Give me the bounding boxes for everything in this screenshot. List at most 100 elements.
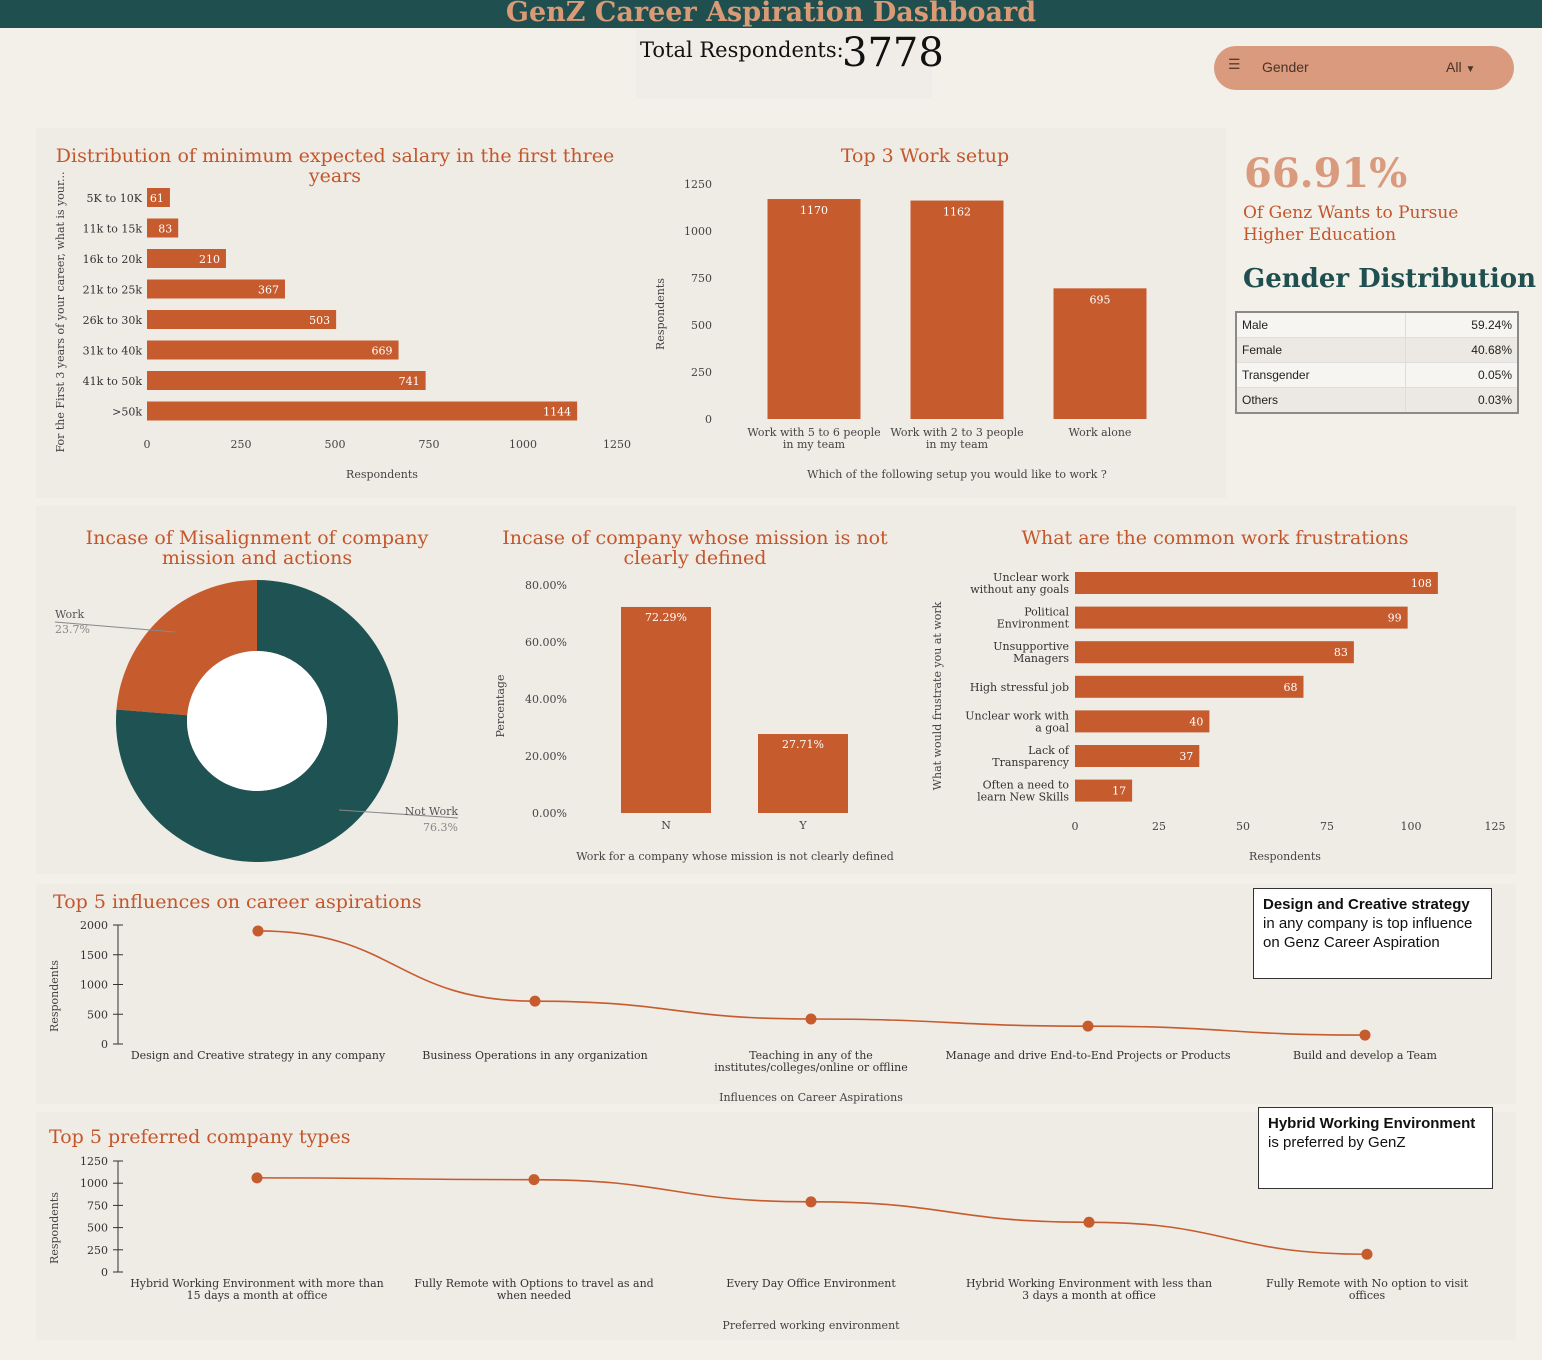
setup-bar <box>910 200 1004 419</box>
company-category-label-line: Fully Remote with Options to travel as a… <box>414 1277 653 1290</box>
frustration-category-label: Unclear work without any goals <box>970 571 1069 596</box>
salary-bar <box>147 249 226 268</box>
salary-category-label: >50k <box>112 406 142 419</box>
chevron-down-icon: ▼ <box>1465 64 1476 75</box>
donut-leader-line <box>338 809 459 819</box>
company-y-tick: 500 <box>87 1222 108 1235</box>
donut-value-work: 23.7% <box>55 623 90 636</box>
mission-y-tick: 0.00% <box>532 807 567 820</box>
frustration-category-label-line: High stressful job <box>970 681 1069 694</box>
table-row: Female 40.68% <box>1236 337 1518 363</box>
influence-x-axis-label: Influences on Career Aspirations <box>719 1091 903 1104</box>
company-category-label-line: Hybrid Working Environment with less tha… <box>966 1277 1212 1290</box>
influence-category-label-line: Teaching in any of the <box>749 1049 873 1062</box>
donut-label-work: Work <box>55 608 84 621</box>
salary-data-label: 741 <box>399 375 420 388</box>
company-y-axis-label: Respondents <box>48 1192 61 1264</box>
influence-insight-bold: Design and Creative strategy <box>1263 896 1470 913</box>
mission-chart: 0.00% 20.00% 40.00% 60.00% 80.00% 72.29% N 27.7… <box>494 579 894 863</box>
influence-y-tick: 1500 <box>80 949 108 962</box>
frustration-x-tick: 50 <box>1236 820 1250 833</box>
mission-bar <box>758 734 848 813</box>
frustration-category-label-line: without any goals <box>970 583 1069 596</box>
influence-y-axis-label: Respondents <box>48 960 61 1032</box>
setup-category-label: Work with 2 to 3 people in my team <box>890 426 1023 451</box>
influence-category-label: Teaching in any of the institutes/college… <box>714 1049 907 1074</box>
influence-category-label-line: Manage and drive End-to-End Projects or … <box>946 1049 1231 1062</box>
frustration-data-label: 99 <box>1388 612 1402 625</box>
company-category-label: Every Day Office Environment <box>726 1277 896 1290</box>
company-category-label-line: Hybrid Working Environment with more tha… <box>130 1277 384 1290</box>
salary-data-label: 1144 <box>543 406 571 419</box>
frustration-data-label: 83 <box>1334 646 1348 659</box>
higher-education-kpi-value: 66.91% <box>1244 150 1408 197</box>
frustration-category-label-line: Often a need to <box>983 779 1070 792</box>
donut-slice <box>116 580 258 716</box>
frustration-data-label: 108 <box>1411 577 1432 590</box>
frustration-x-tick: 75 <box>1320 820 1334 833</box>
salary-category-label: 26k to 30k <box>83 314 143 327</box>
setup-y-tick: 1250 <box>684 178 712 191</box>
gender-label: Transgender <box>1236 362 1406 388</box>
frustration-category-label-line: a goal <box>1035 721 1069 734</box>
setup-chart-title: Top 3 Work setup <box>840 145 1010 167</box>
mission-data-label: 72.29% <box>645 611 687 624</box>
setup-bar <box>1053 288 1147 419</box>
mission-bar <box>621 606 711 813</box>
mission-x-axis-label: Work for a company whose mission is not … <box>576 850 894 863</box>
frustration-bar <box>1075 710 1210 733</box>
influence-y-tick: 2000 <box>80 919 108 932</box>
mission-y-tick: 40.00% <box>525 693 567 706</box>
setup-category-label-line: Work with 5 to 6 people <box>747 426 880 439</box>
setup-y-tick: 250 <box>691 366 712 379</box>
frustration-data-label: 17 <box>1112 785 1126 798</box>
donut-leader-line <box>54 621 176 633</box>
frustration-x-axis-label: Respondents <box>1249 850 1321 863</box>
frustration-bar <box>1075 745 1200 767</box>
company-point <box>528 1174 540 1186</box>
misalign-donut-chart: Work 23.7% Not Work 76.3% <box>54 580 459 862</box>
salary-category-label: 31k to 40k <box>83 345 143 358</box>
frustration-category-label-line: Managers <box>1013 652 1069 665</box>
frustration-category-label: Unclear work with a goal <box>965 709 1069 734</box>
influences-line-chart: 0 500 1000 1500 2000 Design and Creative stra… <box>48 919 1438 1104</box>
setup-data-label: 1170 <box>800 204 828 217</box>
frustration-data-label: 40 <box>1189 715 1203 728</box>
influence-insight-text: in any company is top influence on Genz … <box>1263 915 1473 951</box>
setup-category-label-line: in my team <box>926 438 989 451</box>
salary-category-label: 16k to 20k <box>83 253 143 266</box>
mission-y-tick: 60.00% <box>525 636 567 649</box>
dashboard-title: GenZ Career Aspiration Dashboard <box>505 0 1037 28</box>
frustration-bar <box>1075 606 1408 629</box>
misalign-chart-title: Incase of Misalignment of company missio… <box>85 527 429 569</box>
frustration-category-label: Unsupportive Managers <box>993 640 1069 665</box>
total-respondents-card <box>636 30 932 98</box>
company-category-label: Fully Remote with Options to travel as a… <box>414 1277 653 1302</box>
influence-point <box>805 1013 817 1025</box>
frustrations-chart: Unclear work without any goals 108 Politica… <box>931 571 1506 863</box>
frustration-category-label-line: Lack of <box>1028 744 1070 757</box>
frustration-category-label: Often a need to learn New Skills <box>977 779 1069 804</box>
mission-chart-title: Incase of company whose mission is not c… <box>502 527 888 569</box>
company-point <box>1083 1216 1095 1228</box>
influence-series-line <box>257 930 1366 1036</box>
salary-data-label: 210 <box>199 253 220 266</box>
gender-filter-value[interactable]: All ▼ <box>1446 59 1475 75</box>
gender-filter[interactable]: ☰ Gender All ▼ <box>1214 46 1514 90</box>
total-respondents-value: 3778 <box>842 30 944 76</box>
company-insight-bold: Hybrid Working Environment <box>1268 1115 1476 1132</box>
salary-bar <box>147 310 337 329</box>
company-y-tick: 1000 <box>80 1177 108 1190</box>
salary-x-tick: 250 <box>231 438 252 451</box>
company-series-line <box>256 1177 1368 1256</box>
company-category-label-line: 3 days a month at office <box>1022 1289 1156 1302</box>
setup-data-label: 695 <box>1090 293 1111 306</box>
setup-category-label-line: Work alone <box>1069 426 1132 439</box>
salary-x-tick: 1250 <box>603 438 631 451</box>
frustration-x-tick: 100 <box>1401 820 1422 833</box>
frustration-category-label: High stressful job <box>970 681 1069 694</box>
influence-point <box>252 925 264 937</box>
frustration-category-label-line: Transparency <box>992 756 1069 769</box>
setup-y-axis-label: Respondents <box>654 278 667 350</box>
